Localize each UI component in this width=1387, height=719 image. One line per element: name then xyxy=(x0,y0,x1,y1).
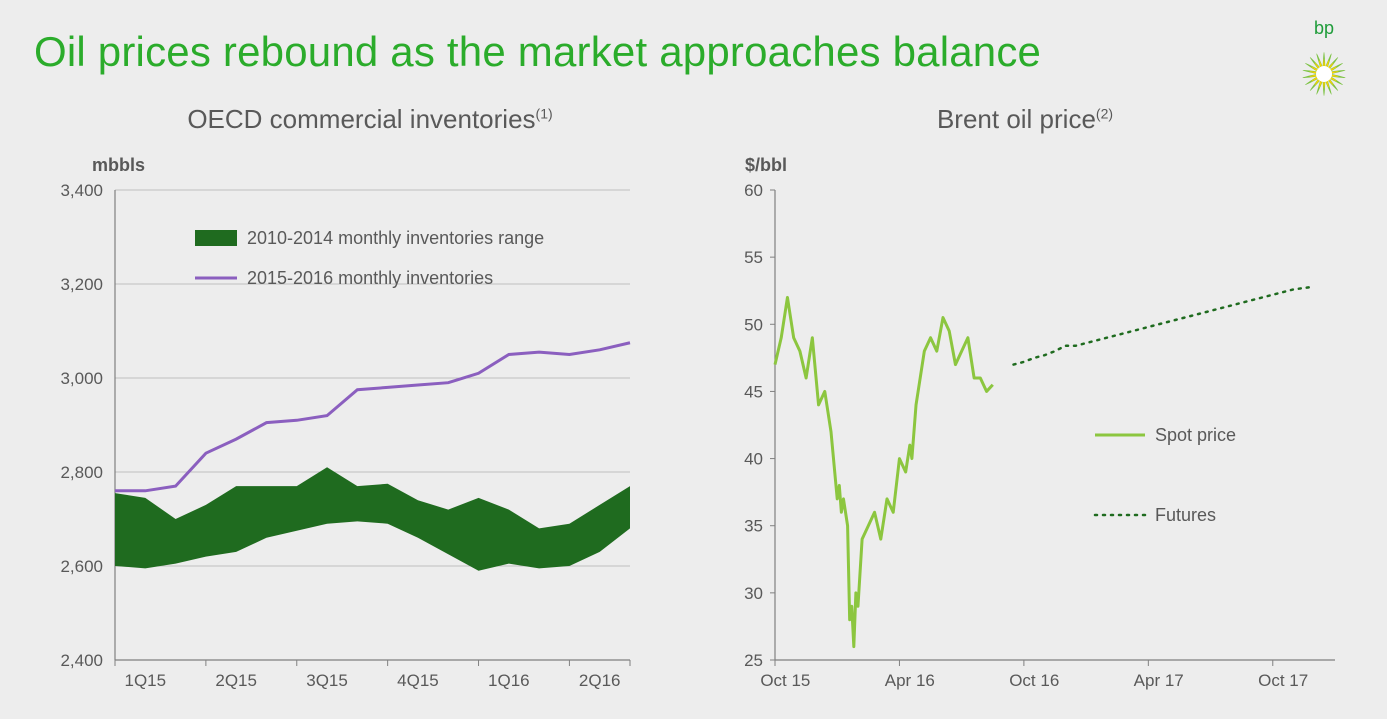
svg-text:Oct 15: Oct 15 xyxy=(760,671,810,690)
legend-label-futures: Futures xyxy=(1155,505,1216,525)
legend-label-spot: Spot price xyxy=(1155,425,1236,445)
svg-text:60: 60 xyxy=(744,181,763,200)
svg-text:30: 30 xyxy=(744,584,763,603)
svg-text:40: 40 xyxy=(744,450,763,469)
svg-text:Oct 16: Oct 16 xyxy=(1009,671,1059,690)
svg-text:45: 45 xyxy=(744,382,763,401)
slide-root: Oil prices rebound as the market approac… xyxy=(0,0,1387,719)
svg-text:Apr 16: Apr 16 xyxy=(885,671,935,690)
right-chart: 25 30 35 40 45 50 55 60 Oct 15 Apr 16 Oct 16 Apr 17… xyxy=(0,0,1387,719)
svg-text:50: 50 xyxy=(744,315,763,334)
brent-spot-line xyxy=(775,297,993,646)
svg-text:Apr 17: Apr 17 xyxy=(1134,671,1184,690)
svg-text:25: 25 xyxy=(744,651,763,670)
svg-text:Oct 17: Oct 17 xyxy=(1258,671,1308,690)
brent-futures-line xyxy=(1014,287,1315,365)
svg-text:35: 35 xyxy=(744,517,763,536)
svg-text:55: 55 xyxy=(744,248,763,267)
